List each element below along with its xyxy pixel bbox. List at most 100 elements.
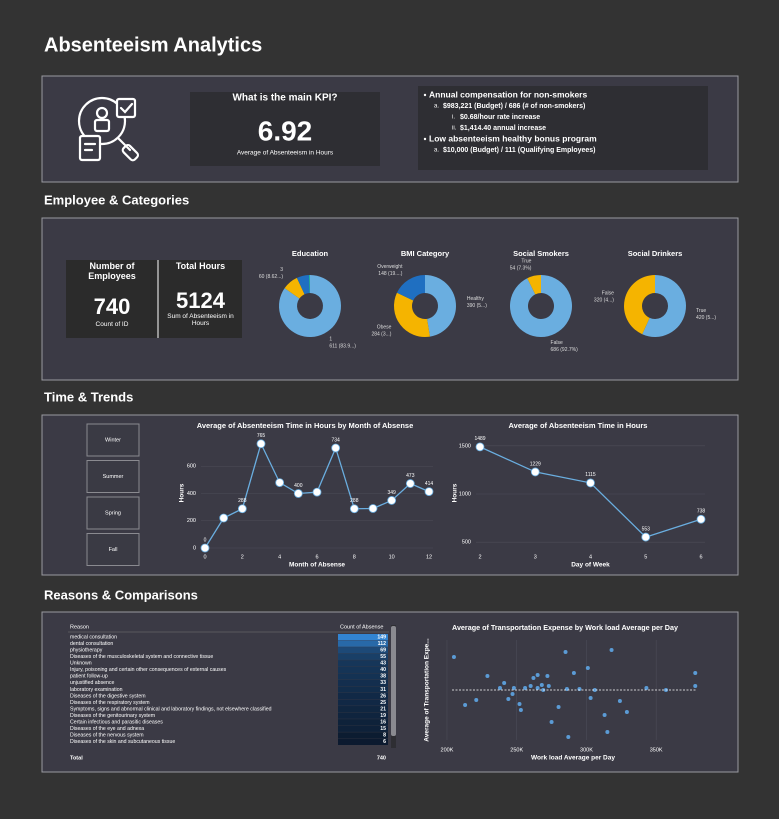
x-tick-label: 6 bbox=[315, 554, 318, 560]
slice bbox=[509, 275, 572, 338]
point bbox=[563, 650, 568, 654]
count-cell bbox=[338, 719, 388, 726]
slice bbox=[394, 292, 430, 337]
slicer-option: Winter bbox=[105, 437, 121, 443]
slice bbox=[396, 275, 425, 301]
kpi-card bbox=[190, 92, 380, 166]
point bbox=[556, 705, 561, 709]
data-label: 1489 bbox=[474, 436, 485, 442]
point bbox=[535, 686, 540, 690]
data-label: 765 bbox=[257, 433, 266, 439]
note-item: $10,000 (Budget) / 111 (Qualifying Emplo… bbox=[443, 147, 596, 154]
chart-title: Average of Absenteeism Time in Hours by … bbox=[197, 421, 414, 430]
chart-title: BMI Category bbox=[401, 249, 450, 258]
reason: unjustified absence bbox=[70, 680, 115, 686]
slice-label: 148 (19....) bbox=[378, 271, 403, 277]
x-axis-label: Work load Average per Day bbox=[531, 755, 615, 762]
point bbox=[463, 703, 468, 707]
data-label: 553 bbox=[642, 526, 651, 532]
count-cell bbox=[338, 647, 388, 654]
card-title: Total Hours bbox=[175, 261, 226, 271]
kpi-value: 6.92 bbox=[258, 115, 313, 146]
section-title: Time & Trends bbox=[44, 389, 133, 404]
trends-panel bbox=[41, 414, 739, 576]
data-label: 288 bbox=[238, 498, 247, 504]
slice-category: True bbox=[521, 258, 531, 264]
count: 40 bbox=[380, 667, 386, 673]
x-axis-label: Day of Week bbox=[571, 562, 610, 569]
reason: Diseases of the eye and adnexa bbox=[70, 726, 144, 732]
reason: medical consultation bbox=[70, 634, 117, 640]
point bbox=[502, 681, 507, 685]
table-header: Reason bbox=[70, 624, 89, 630]
note-item: $983,221 (Budget) / 686 (# of non-smoker… bbox=[443, 103, 585, 110]
y-tick-label: 400 bbox=[187, 491, 196, 497]
card-title: Number of Employees bbox=[88, 261, 136, 282]
point bbox=[474, 698, 479, 702]
reason: Certain infectious and parasitic disease… bbox=[70, 720, 163, 726]
point bbox=[588, 696, 593, 700]
slicer-button[interactable] bbox=[86, 496, 140, 530]
count-cell bbox=[338, 699, 388, 706]
count-cell bbox=[338, 679, 388, 687]
y-tick-label: 500 bbox=[462, 540, 471, 546]
data-label: 0 bbox=[204, 537, 207, 543]
marker bbox=[368, 504, 378, 513]
dashboard-title: Absenteeism Analytics bbox=[44, 34, 262, 56]
note-marker: a. bbox=[434, 104, 439, 110]
bullet bbox=[423, 93, 427, 97]
marker bbox=[237, 504, 247, 514]
marker bbox=[200, 543, 210, 553]
reason: Injury, poisoning and certain other cons… bbox=[70, 667, 227, 673]
count-cell bbox=[338, 660, 388, 667]
kpi-question: What is the main KPI? bbox=[232, 93, 337, 104]
slice-label: 420 (5...) bbox=[696, 315, 716, 321]
kpi-icon bbox=[77, 96, 140, 162]
count: 55 bbox=[380, 654, 386, 660]
data-label: 400 bbox=[294, 483, 303, 489]
x-tick-label: 10 bbox=[389, 554, 395, 560]
point bbox=[592, 688, 597, 692]
slicer-button[interactable] bbox=[86, 460, 140, 493]
slice-category: 3 bbox=[280, 267, 283, 273]
slice-label: 54 (7.3%) bbox=[510, 265, 532, 271]
y-tick-label: 200 bbox=[187, 518, 196, 524]
bullet bbox=[423, 137, 427, 141]
reason: Diseases of the skin and subcutaneous ti… bbox=[70, 739, 175, 745]
point bbox=[528, 684, 533, 688]
y-tick-label: 1000 bbox=[459, 491, 471, 497]
data-label: 473 bbox=[406, 473, 415, 479]
marker bbox=[641, 532, 651, 542]
slicer-button[interactable] bbox=[86, 423, 140, 457]
x-tick-label: 3 bbox=[534, 554, 537, 560]
slice-category: Obese bbox=[377, 325, 392, 331]
chart-title: Social Smokers bbox=[513, 249, 569, 258]
x-tick-label: 5 bbox=[644, 554, 647, 560]
marker bbox=[349, 504, 359, 514]
data-label: 349 bbox=[387, 490, 396, 496]
slicer-button[interactable] bbox=[86, 533, 140, 566]
point bbox=[531, 676, 536, 680]
count-cell bbox=[338, 725, 388, 732]
x-axis-label: Month of Absense bbox=[289, 562, 345, 569]
y-axis-label: Hours bbox=[179, 483, 186, 502]
slice-category: 1 bbox=[329, 337, 332, 343]
scrollbar-thumb[interactable] bbox=[391, 626, 396, 736]
section-title: Employee & Categories bbox=[44, 192, 189, 207]
count: 26 bbox=[380, 693, 386, 699]
slice bbox=[425, 275, 456, 337]
count-cell bbox=[338, 673, 388, 680]
x-tick-label: 4 bbox=[589, 554, 592, 560]
count: 25 bbox=[380, 700, 386, 706]
slicer-option: Spring bbox=[105, 510, 121, 516]
data-label: 734 bbox=[331, 437, 340, 443]
count-cell bbox=[338, 692, 388, 700]
slice bbox=[296, 275, 310, 295]
marker bbox=[256, 439, 266, 449]
note-item: $0.68/hour rate increase bbox=[460, 114, 540, 121]
reason: laboratory examination bbox=[70, 687, 123, 693]
slice-category: True bbox=[696, 308, 706, 314]
reason: Diseases of the genitourinary system bbox=[70, 713, 155, 719]
